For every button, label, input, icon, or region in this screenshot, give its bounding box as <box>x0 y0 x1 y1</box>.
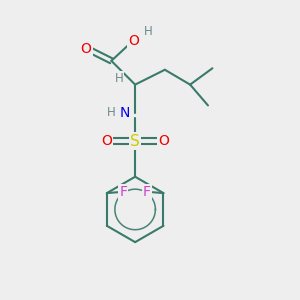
Text: N: N <box>119 106 130 120</box>
Text: O: O <box>158 134 169 148</box>
Text: O: O <box>128 34 139 48</box>
Text: F: F <box>143 184 151 199</box>
Text: O: O <box>81 42 92 56</box>
Text: H: H <box>106 106 115 119</box>
Text: F: F <box>119 184 127 199</box>
Text: O: O <box>101 134 112 148</box>
Text: H: H <box>114 72 123 85</box>
Text: H: H <box>144 25 153 38</box>
Text: S: S <box>130 134 140 148</box>
